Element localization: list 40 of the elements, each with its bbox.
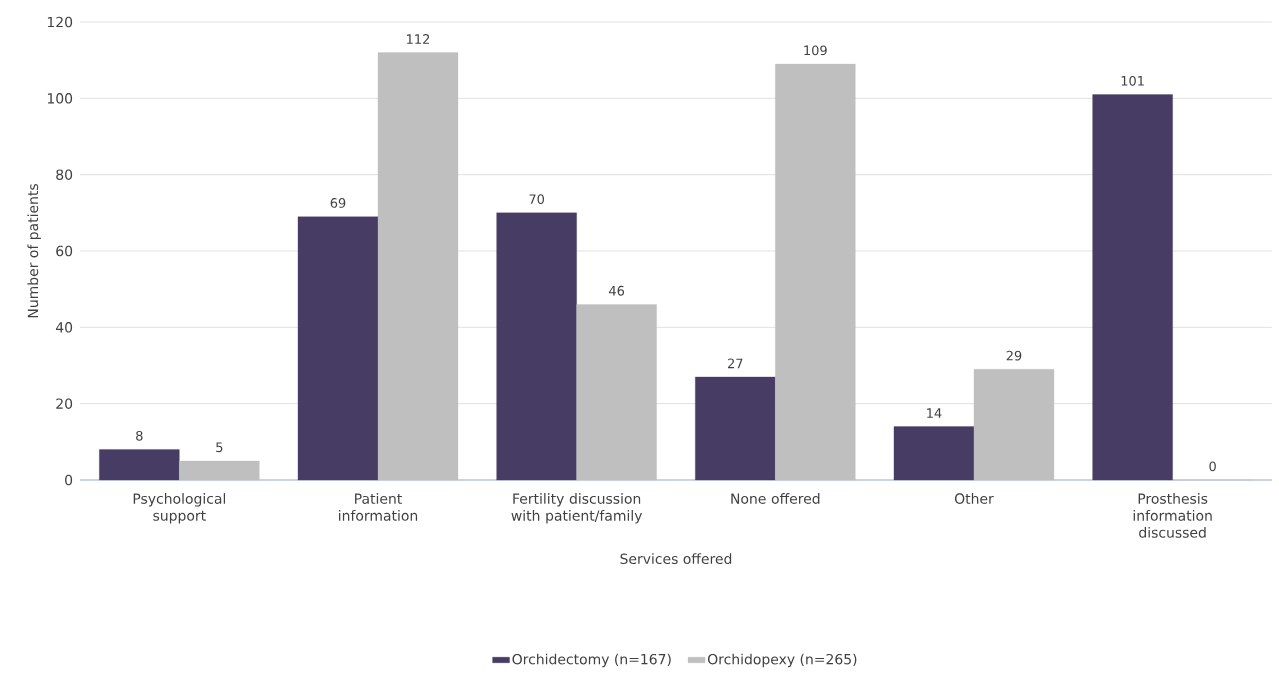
bar: [297, 216, 379, 481]
bar: [496, 212, 577, 481]
bar: [99, 449, 180, 481]
data-label: 69: [330, 198, 346, 208]
data-label: 5: [216, 442, 223, 453]
data-label: 46: [609, 285, 625, 296]
legend-label: Orchidopexy (n=265): [707, 653, 857, 668]
data-label: 8: [136, 430, 143, 441]
data-label: 70: [529, 194, 545, 205]
bar: [775, 63, 856, 481]
y-axis-title: Number of patients: [27, 184, 41, 318]
bar: [695, 376, 776, 481]
bar: [377, 52, 459, 481]
y-tick-label: 60: [56, 245, 73, 257]
legend-label: Orchidectomy (n=167): [512, 653, 671, 668]
x-tick-label: Patient information: [339, 493, 418, 521]
y-tick-label: 100: [47, 93, 73, 104]
data-label: 109: [804, 45, 827, 56]
data-label: 29: [1006, 350, 1022, 361]
data-label: 101: [1121, 75, 1144, 86]
x-tick-label: Psychological support: [133, 493, 226, 524]
x-tick-label: None offered: [731, 493, 820, 504]
data-label: 0: [1209, 461, 1216, 472]
bar: [576, 304, 657, 481]
y-tick-label: 120: [47, 16, 73, 28]
data-label: 14: [927, 408, 942, 418]
y-tick-label: 20: [56, 398, 73, 409]
bar: [973, 369, 1055, 481]
y-tick-label: 40: [55, 322, 73, 333]
y-tick-label: 0: [65, 474, 73, 486]
y-tick-label: 80: [56, 169, 73, 180]
bar: [893, 426, 975, 481]
data-label: 112: [407, 34, 430, 44]
x-axis-title: Services offered: [620, 553, 732, 565]
x-tick-label: Fertility discussion with patient/family: [511, 493, 643, 524]
bar: [1092, 94, 1173, 481]
x-tick-label: Prosthesis information discussed: [1133, 493, 1212, 538]
x-tick-label: Other: [954, 493, 994, 504]
bar: [179, 460, 260, 481]
data-label: 27: [728, 358, 743, 369]
